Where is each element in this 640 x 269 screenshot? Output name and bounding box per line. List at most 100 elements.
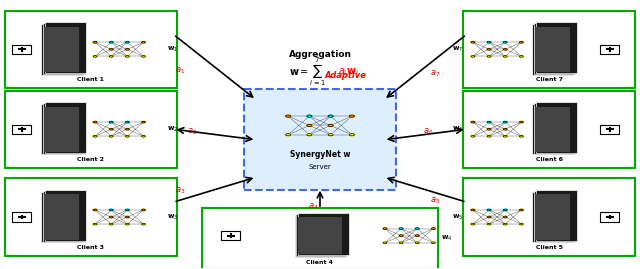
Circle shape <box>383 228 387 229</box>
FancyBboxPatch shape <box>463 91 636 168</box>
Circle shape <box>125 136 129 137</box>
Circle shape <box>471 209 475 211</box>
Circle shape <box>93 209 97 211</box>
Circle shape <box>141 209 145 211</box>
Circle shape <box>520 223 524 225</box>
Circle shape <box>471 121 475 123</box>
Circle shape <box>415 235 419 236</box>
Text: $a_3$: $a_3$ <box>175 185 185 196</box>
Circle shape <box>503 56 507 57</box>
Text: $\mathbf{w}_4$: $\mathbf{w}_4$ <box>441 234 452 243</box>
Circle shape <box>141 41 145 43</box>
Circle shape <box>349 134 355 136</box>
Circle shape <box>415 228 419 229</box>
Circle shape <box>307 115 312 117</box>
Circle shape <box>141 56 145 57</box>
FancyBboxPatch shape <box>44 27 79 72</box>
Circle shape <box>520 41 524 43</box>
FancyBboxPatch shape <box>4 11 177 88</box>
FancyBboxPatch shape <box>44 194 79 240</box>
FancyBboxPatch shape <box>535 107 570 152</box>
Circle shape <box>109 41 113 43</box>
FancyBboxPatch shape <box>534 23 575 74</box>
Circle shape <box>520 209 524 211</box>
Text: $a_4$: $a_4$ <box>308 201 319 212</box>
Circle shape <box>93 56 97 57</box>
Text: $\mathbf{w}_5$: $\mathbf{w}_5$ <box>452 213 463 222</box>
Text: Client 4: Client 4 <box>307 260 333 265</box>
Circle shape <box>503 223 507 225</box>
FancyBboxPatch shape <box>463 11 636 88</box>
Circle shape <box>109 48 113 50</box>
FancyBboxPatch shape <box>202 208 438 269</box>
FancyBboxPatch shape <box>532 104 573 154</box>
FancyBboxPatch shape <box>45 22 86 73</box>
Text: $\mathbf{w}_2$: $\mathbf{w}_2$ <box>167 125 179 134</box>
Circle shape <box>349 115 355 117</box>
FancyBboxPatch shape <box>535 27 570 72</box>
Circle shape <box>109 128 113 130</box>
Circle shape <box>109 209 113 211</box>
Circle shape <box>471 223 475 225</box>
Text: $\mathbf{w}_6$: $\mathbf{w}_6$ <box>452 125 463 134</box>
Circle shape <box>125 121 129 123</box>
FancyBboxPatch shape <box>532 24 573 75</box>
FancyBboxPatch shape <box>463 178 636 256</box>
FancyBboxPatch shape <box>45 190 86 241</box>
Text: Client 5: Client 5 <box>536 245 563 250</box>
Text: Client 7: Client 7 <box>536 77 563 82</box>
Text: $a_6$: $a_6$ <box>423 127 433 137</box>
FancyBboxPatch shape <box>45 102 86 153</box>
Circle shape <box>109 136 113 137</box>
Circle shape <box>471 136 475 137</box>
Circle shape <box>415 242 419 243</box>
Circle shape <box>487 41 491 43</box>
Circle shape <box>307 134 312 136</box>
Circle shape <box>328 124 333 126</box>
FancyBboxPatch shape <box>41 192 83 242</box>
Circle shape <box>487 216 491 218</box>
FancyBboxPatch shape <box>600 212 620 222</box>
Circle shape <box>471 56 475 57</box>
FancyBboxPatch shape <box>534 103 575 154</box>
Text: Aggregation: Aggregation <box>289 50 351 59</box>
Text: $\mathbf{w}_7$: $\mathbf{w}_7$ <box>452 45 463 54</box>
Circle shape <box>141 223 145 225</box>
Circle shape <box>487 136 491 137</box>
Circle shape <box>109 223 113 225</box>
Text: Client 6: Client 6 <box>536 157 563 162</box>
Circle shape <box>125 48 129 50</box>
Circle shape <box>285 134 291 136</box>
Circle shape <box>487 223 491 225</box>
FancyBboxPatch shape <box>43 191 84 242</box>
Text: SynergyNet w: SynergyNet w <box>290 150 350 159</box>
FancyBboxPatch shape <box>535 194 570 240</box>
Circle shape <box>383 242 387 243</box>
Circle shape <box>125 56 129 57</box>
FancyBboxPatch shape <box>294 214 346 257</box>
Circle shape <box>109 121 113 123</box>
Text: Client 1: Client 1 <box>77 77 104 82</box>
Circle shape <box>93 136 97 137</box>
Circle shape <box>399 235 403 236</box>
Text: $a_7$: $a_7$ <box>429 68 440 79</box>
Circle shape <box>487 56 491 57</box>
FancyBboxPatch shape <box>298 213 349 255</box>
Circle shape <box>520 56 524 57</box>
Text: $a_1$: $a_1$ <box>175 65 185 76</box>
Circle shape <box>93 223 97 225</box>
Text: Client 2: Client 2 <box>77 157 104 162</box>
FancyBboxPatch shape <box>221 231 241 240</box>
Circle shape <box>125 216 129 218</box>
Circle shape <box>487 209 491 211</box>
Text: $\mathbf{w} = \sum_{i=1}^{7}$: $\mathbf{w} = \sum_{i=1}^{7}$ <box>289 55 326 88</box>
FancyBboxPatch shape <box>12 212 31 222</box>
Circle shape <box>487 48 491 50</box>
Circle shape <box>141 121 145 123</box>
Circle shape <box>503 136 507 137</box>
Circle shape <box>503 121 507 123</box>
Text: $a_i\mathbf{w}_i$: $a_i\mathbf{w}_i$ <box>338 66 359 78</box>
Circle shape <box>503 216 507 218</box>
Circle shape <box>503 41 507 43</box>
Circle shape <box>125 41 129 43</box>
